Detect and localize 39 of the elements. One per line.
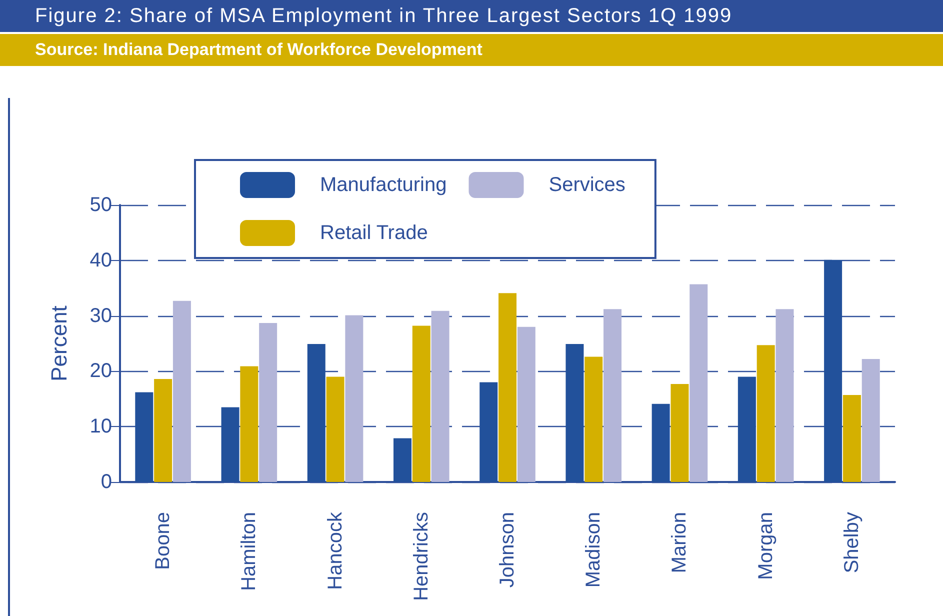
bar [345, 315, 364, 482]
bar [584, 356, 603, 482]
x-tick-label: Marion [668, 512, 691, 574]
bar [690, 284, 708, 482]
x-tick-label: Boone [152, 512, 174, 570]
source-note: Source: Indiana Department of Workforce Development [0, 32, 943, 66]
bar [756, 345, 775, 482]
legend-label: Manufacturing [320, 174, 447, 196]
bar [172, 300, 191, 482]
x-tick-label: Shelby [840, 512, 863, 574]
bar [670, 384, 689, 482]
bar [776, 309, 794, 482]
bar [154, 378, 172, 482]
bar [862, 359, 880, 482]
bar [240, 366, 258, 482]
y-tick-label: 30 [90, 304, 112, 327]
legend-label: Retail Trade [320, 222, 428, 244]
x-tick-label: Hamilton [238, 512, 260, 591]
x-tick-label: Hendricks [410, 512, 432, 601]
bar [604, 309, 622, 482]
bar [431, 310, 450, 482]
x-tick-label: Hancock [324, 511, 346, 590]
y-tick-label: 0 [100, 471, 112, 493]
y-tick-label: 50 [90, 194, 112, 216]
chart-title: Figure 2: Share of MSA Employment in Three Largest Sectors 1Q 1999 [0, 0, 943, 32]
bar [517, 326, 536, 482]
legend-label: Services [548, 174, 626, 196]
bar [842, 395, 861, 482]
bar [498, 293, 516, 482]
x-tick-label: Madison [582, 512, 605, 588]
y-tick-label: 40 [90, 249, 112, 272]
y-tick-label: 20 [90, 360, 112, 382]
x-tick-label: Morgan [754, 512, 777, 580]
y-tick-label: 10 [90, 416, 112, 438]
x-tick-label: Johnson [496, 512, 518, 588]
bar [326, 376, 344, 482]
bar [412, 326, 430, 482]
y-axis-title: Percent [46, 306, 72, 382]
bar [259, 323, 278, 482]
